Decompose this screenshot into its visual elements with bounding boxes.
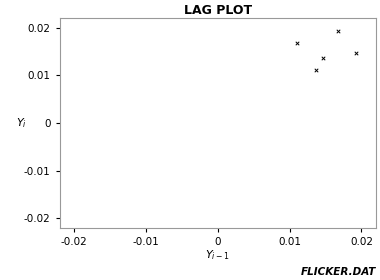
Point	[294, 41, 300, 45]
Title: LAG PLOT: LAG PLOT	[184, 4, 252, 17]
Point	[320, 56, 326, 60]
Point	[312, 68, 318, 73]
X-axis label: $Y_{i-1}$: $Y_{i-1}$	[205, 248, 230, 262]
Point	[335, 29, 341, 34]
Y-axis label: $Y_i$: $Y_i$	[16, 116, 27, 130]
Text: FLICKER.DAT: FLICKER.DAT	[301, 267, 376, 277]
Point	[353, 51, 359, 55]
